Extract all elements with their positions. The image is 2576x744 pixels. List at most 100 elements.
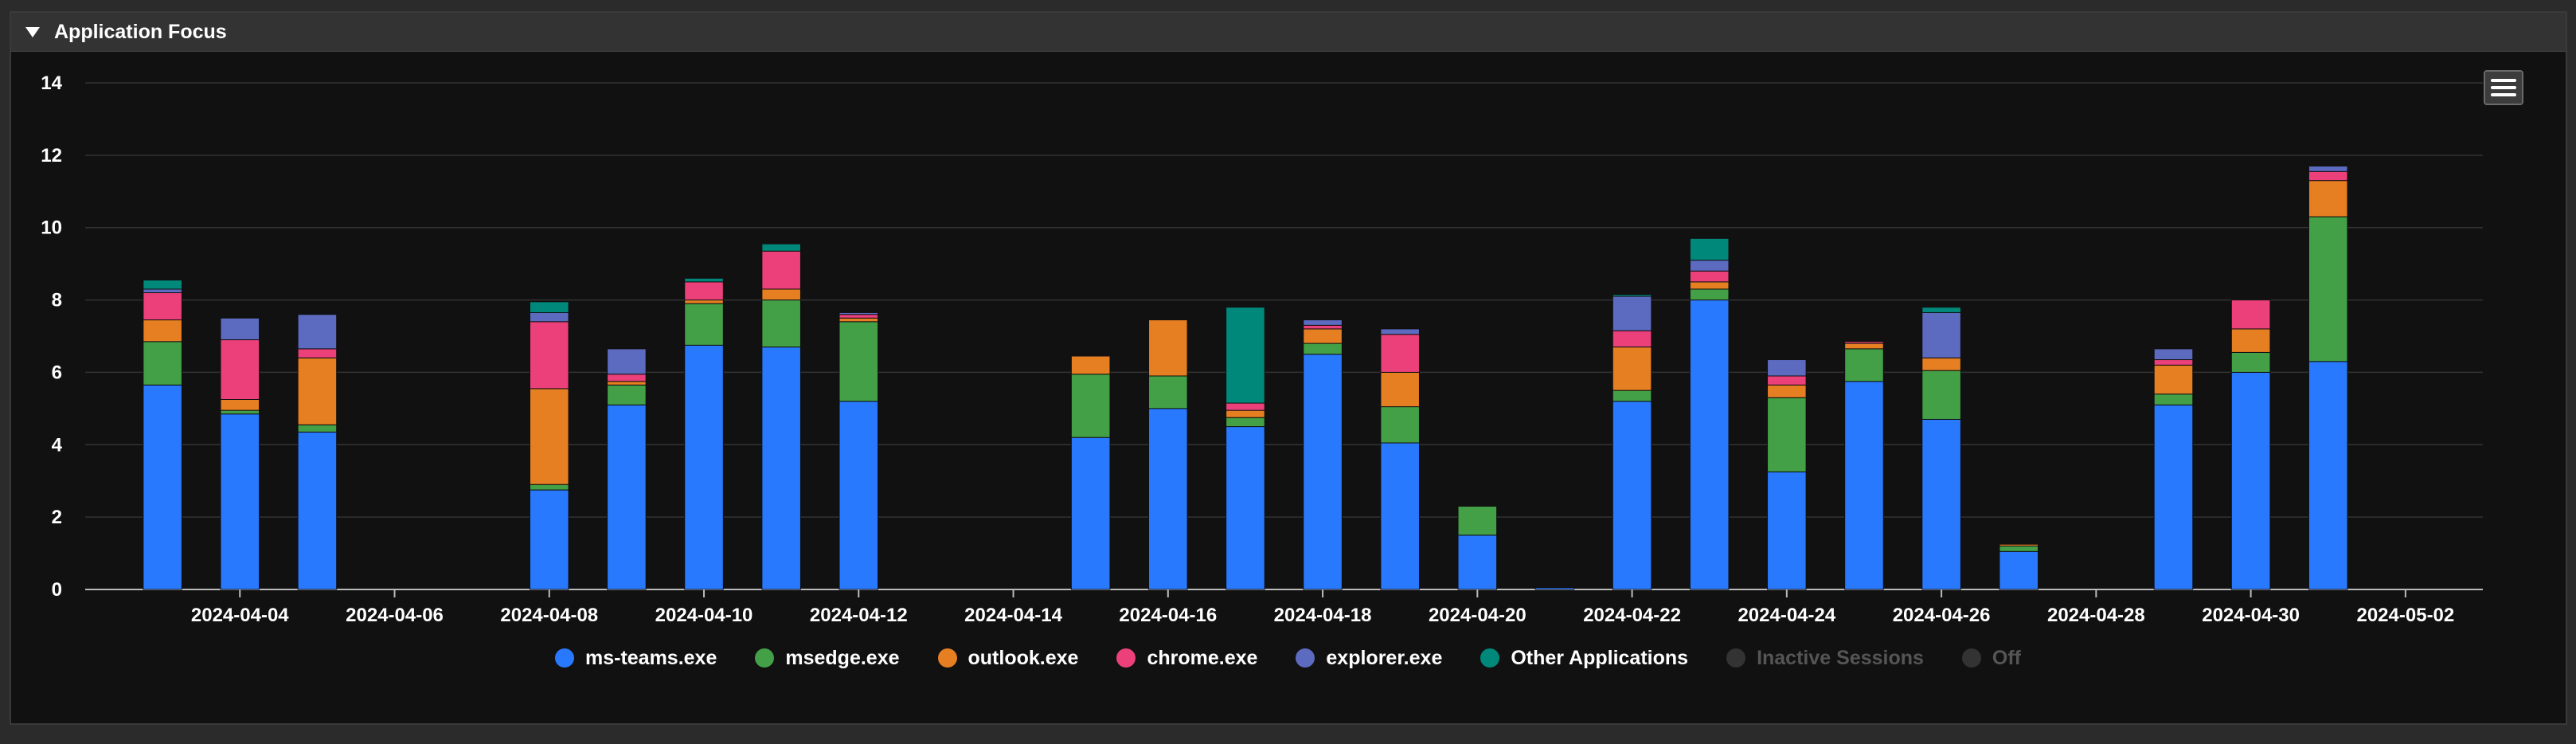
bar-segment[interactable] (529, 321, 569, 390)
bar-segment[interactable] (1148, 408, 1188, 590)
legend-item[interactable]: Inactive Sessions (1726, 647, 1924, 670)
bar-segment[interactable] (1767, 384, 1807, 398)
bar-segment[interactable] (1457, 535, 1498, 590)
bar-segment[interactable] (2153, 348, 2194, 361)
bar-segment[interactable] (1689, 300, 1730, 590)
bar-segment[interactable] (1148, 375, 1188, 409)
bar-segment[interactable] (1303, 328, 1343, 344)
bar-segment[interactable] (1612, 347, 1652, 391)
bar-segment[interactable] (297, 357, 338, 425)
bar-segment[interactable] (1689, 288, 1730, 301)
bar-segment[interactable] (2153, 404, 2194, 590)
bar-segment[interactable] (1380, 328, 1420, 335)
bar-segment[interactable] (1612, 330, 1652, 348)
bar-segment[interactable] (143, 280, 182, 290)
bar-segment[interactable] (761, 243, 801, 252)
bar-segment[interactable] (297, 348, 338, 358)
bar-segment[interactable] (2230, 351, 2271, 373)
bar-segment[interactable] (2308, 180, 2348, 217)
bar-segment[interactable] (1303, 354, 1343, 590)
bar-segment[interactable] (1225, 426, 1265, 590)
bar-segment[interactable] (529, 301, 569, 313)
bar-segment[interactable] (2308, 170, 2348, 182)
bar-segment[interactable] (1844, 381, 1884, 590)
bar-segment[interactable] (684, 344, 724, 590)
legend-item[interactable]: Off (1961, 647, 2021, 670)
bar-segment[interactable] (1689, 237, 1730, 261)
bar-segment[interactable] (143, 319, 182, 343)
bar-segment[interactable] (2153, 359, 2194, 366)
bar-segment[interactable] (1612, 294, 1652, 297)
bar-segment[interactable] (2230, 328, 2271, 353)
bar-segment[interactable] (1921, 357, 1961, 371)
bar-segment[interactable] (1767, 471, 1807, 590)
bar-segment[interactable] (761, 347, 801, 590)
bar-segment[interactable] (607, 404, 647, 590)
bar-segment[interactable] (838, 314, 879, 319)
bar-segment[interactable] (1225, 417, 1265, 428)
bar-segment[interactable] (1303, 319, 1343, 326)
bar-segment[interactable] (1380, 334, 1420, 373)
panel-header[interactable]: Application Focus (11, 13, 2566, 52)
collapse-triangle-icon[interactable] (25, 26, 40, 37)
legend-item[interactable]: Other Applications (1480, 647, 1688, 670)
bar-segment[interactable] (1303, 343, 1343, 355)
bar-segment[interactable] (297, 431, 338, 590)
bar-segment[interactable] (1612, 401, 1652, 590)
bar-segment[interactable] (684, 303, 724, 346)
bar-segment[interactable] (220, 317, 260, 341)
bar-segment[interactable] (761, 288, 801, 301)
bar-segment[interactable] (1225, 409, 1265, 418)
bar-segment[interactable] (1070, 355, 1111, 375)
bar-segment[interactable] (2308, 165, 2348, 172)
bar-segment[interactable] (143, 341, 182, 386)
bar-segment[interactable] (143, 288, 182, 293)
bar-segment[interactable] (529, 489, 569, 590)
bar-segment[interactable] (1921, 307, 1961, 313)
bar-segment[interactable] (143, 384, 182, 590)
bar-segment[interactable] (838, 401, 879, 590)
bar-segment[interactable] (143, 292, 182, 321)
legend-item[interactable]: explorer.exe (1296, 647, 1442, 670)
bar-segment[interactable] (1689, 281, 1730, 290)
bar-segment[interactable] (1921, 370, 1961, 420)
bar-segment[interactable] (607, 384, 647, 405)
bar-segment[interactable] (1380, 442, 1420, 590)
bar-segment[interactable] (1767, 359, 1807, 377)
bar-segment[interactable] (220, 339, 260, 400)
bar-segment[interactable] (2308, 216, 2348, 362)
bar-segment[interactable] (1767, 397, 1807, 472)
bar-segment[interactable] (684, 300, 724, 304)
legend-item[interactable]: msedge.exe (755, 647, 900, 670)
bar-segment[interactable] (2153, 364, 2194, 395)
bar-segment[interactable] (1689, 270, 1730, 283)
bar-segment[interactable] (2230, 371, 2271, 590)
bar-segment[interactable] (1844, 348, 1884, 382)
bar-segment[interactable] (2230, 300, 2271, 330)
bar-segment[interactable] (1767, 375, 1807, 386)
bar-segment[interactable] (2153, 394, 2194, 405)
bar-segment[interactable] (838, 321, 879, 402)
bar-segment[interactable] (1148, 319, 1188, 377)
bar-segment[interactable] (684, 281, 724, 301)
legend-item[interactable]: chrome.exe (1116, 647, 1257, 670)
bar-segment[interactable] (1457, 506, 1498, 536)
bar-segment[interactable] (838, 311, 879, 315)
bar-segment[interactable] (1921, 418, 1961, 590)
bar-segment[interactable] (220, 409, 260, 415)
bar-segment[interactable] (1999, 543, 2039, 546)
bar-segment[interactable] (529, 388, 569, 485)
bar-segment[interactable] (684, 277, 724, 283)
bar-segment[interactable] (1689, 260, 1730, 272)
bar-segment[interactable] (1844, 343, 1884, 350)
bar-segment[interactable] (297, 424, 338, 433)
bar-segment[interactable] (529, 484, 569, 491)
bar-segment[interactable] (1999, 545, 2039, 552)
bar-segment[interactable] (607, 348, 647, 375)
bar-segment[interactable] (761, 300, 801, 348)
bar-segment[interactable] (2308, 361, 2348, 590)
bar-segment[interactable] (761, 250, 801, 290)
bar-segment[interactable] (607, 374, 647, 382)
bar-segment[interactable] (220, 399, 260, 411)
bar-segment[interactable] (529, 311, 569, 323)
